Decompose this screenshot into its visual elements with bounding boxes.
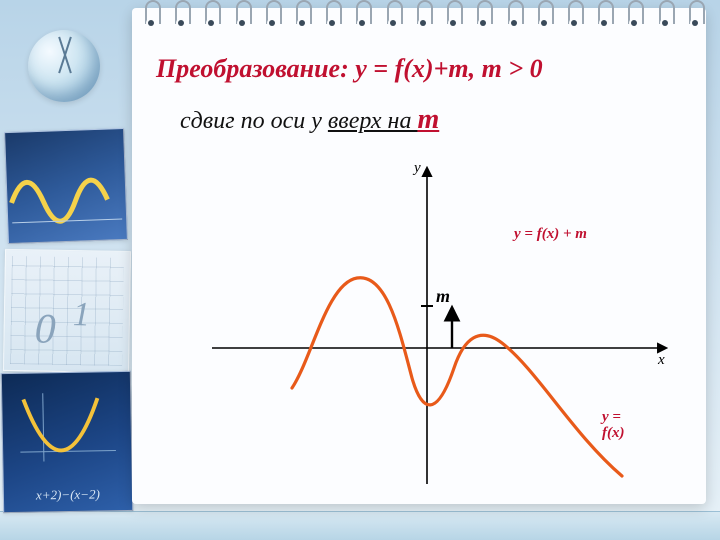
grid-digits-icon: 0 1 — [4, 250, 130, 372]
spiral-ring — [233, 0, 251, 26]
slide-title: Преобразование: y = f(x)+m, m > 0 — [156, 54, 686, 84]
spiral-ring — [625, 0, 643, 26]
original-curve-label-l1: y = — [602, 410, 625, 426]
spiral-ring — [414, 0, 432, 26]
spiral-ring — [384, 0, 402, 26]
shifted-curve-label: y = f(x) + m — [514, 226, 587, 243]
slide-stage: 0 1 x+2)−(x−2) Преобразование: y = f(x)+… — [0, 0, 720, 540]
subtitle-m: m — [417, 104, 439, 135]
spiral-ring — [595, 0, 613, 26]
spiral-ring — [505, 0, 523, 26]
cosine-wave-icon — [5, 129, 127, 243]
globe-graphic — [28, 30, 100, 102]
spiral-ring — [142, 0, 160, 26]
spiral-binding — [132, 0, 706, 30]
sidebar-formula: x+2)−(x−2) — [12, 486, 124, 504]
slide-subtitle: сдвиг по оси y вверх на m — [180, 104, 439, 136]
original-curve-label-l2: f(x) — [602, 426, 625, 442]
spiral-ring — [535, 0, 553, 26]
svg-text:1: 1 — [73, 296, 91, 333]
spiral-ring — [686, 0, 704, 26]
svg-text:0: 0 — [34, 306, 56, 352]
spiral-ring — [656, 0, 674, 26]
spiral-ring — [353, 0, 371, 26]
spiral-ring — [263, 0, 281, 26]
title-prefix: Преобразование: — [156, 54, 355, 83]
subtitle-lead: сдвиг по оси y — [180, 108, 328, 134]
tile-grid: 0 1 — [3, 249, 131, 373]
graph-area: y x m y = f(x) + m y = f(x) — [202, 158, 672, 488]
spiral-ring — [202, 0, 220, 26]
spiral-ring — [565, 0, 583, 26]
spiral-ring — [172, 0, 190, 26]
spiral-ring — [444, 0, 462, 26]
spiral-ring — [474, 0, 492, 26]
compass-icon — [54, 42, 76, 64]
x-axis-label: x — [658, 352, 665, 369]
title-expression: y = f(x)+m, m > 0 — [355, 54, 542, 83]
subtitle-underline: вверх на — [328, 108, 418, 134]
m-label: m — [436, 286, 450, 307]
parabola-icon — [12, 386, 121, 466]
spiral-ring — [293, 0, 311, 26]
original-curve-label: y = f(x) — [602, 410, 625, 442]
spiral-ring — [323, 0, 341, 26]
notebook-page: Преобразование: y = f(x)+m, m > 0 сдвиг … — [132, 8, 706, 504]
y-axis-label: y — [414, 160, 421, 177]
tile-cosine — [4, 128, 128, 244]
tile-parabola: x+2)−(x−2) — [1, 371, 133, 513]
decorative-left-column: 0 1 x+2)−(x−2) — [0, 0, 130, 540]
